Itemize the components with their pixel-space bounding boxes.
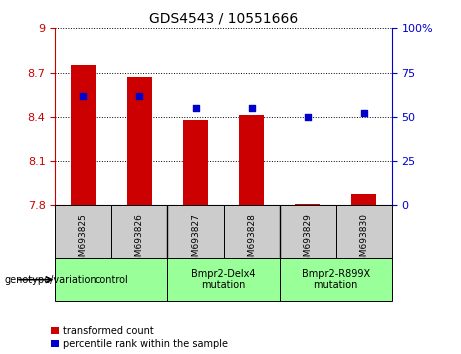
Title: GDS4543 / 10551666: GDS4543 / 10551666	[149, 12, 298, 26]
Text: GSM693828: GSM693828	[247, 213, 256, 268]
Bar	[351, 194, 377, 205]
Point	[360, 110, 367, 116]
Text: Bmpr2-Delx4
mutation: Bmpr2-Delx4 mutation	[191, 269, 256, 291]
Bar	[183, 120, 208, 205]
Point	[80, 93, 87, 98]
Text: control: control	[95, 275, 128, 285]
Bar	[71, 65, 96, 205]
Bar	[336, 205, 392, 258]
Text: GSM693830: GSM693830	[359, 213, 368, 268]
Bar	[127, 77, 152, 205]
Point	[136, 93, 143, 98]
Bar	[280, 258, 392, 301]
Point	[304, 114, 312, 120]
Text: GSM693829: GSM693829	[303, 213, 312, 268]
Bar	[112, 205, 167, 258]
Bar	[239, 115, 264, 205]
Bar	[167, 205, 224, 258]
Text: Bmpr2-R899X
mutation: Bmpr2-R899X mutation	[301, 269, 370, 291]
Bar	[224, 205, 280, 258]
Point	[248, 105, 255, 111]
Text: GSM693826: GSM693826	[135, 213, 144, 268]
Bar	[167, 258, 280, 301]
Bar	[55, 258, 167, 301]
Text: genotype/variation: genotype/variation	[5, 275, 97, 285]
Bar	[280, 205, 336, 258]
Bar	[295, 204, 320, 205]
Text: GSM693825: GSM693825	[79, 213, 88, 268]
Point	[192, 105, 199, 111]
Text: GSM693827: GSM693827	[191, 213, 200, 268]
Legend: transformed count, percentile rank within the sample: transformed count, percentile rank withi…	[51, 326, 228, 349]
Bar	[55, 205, 112, 258]
